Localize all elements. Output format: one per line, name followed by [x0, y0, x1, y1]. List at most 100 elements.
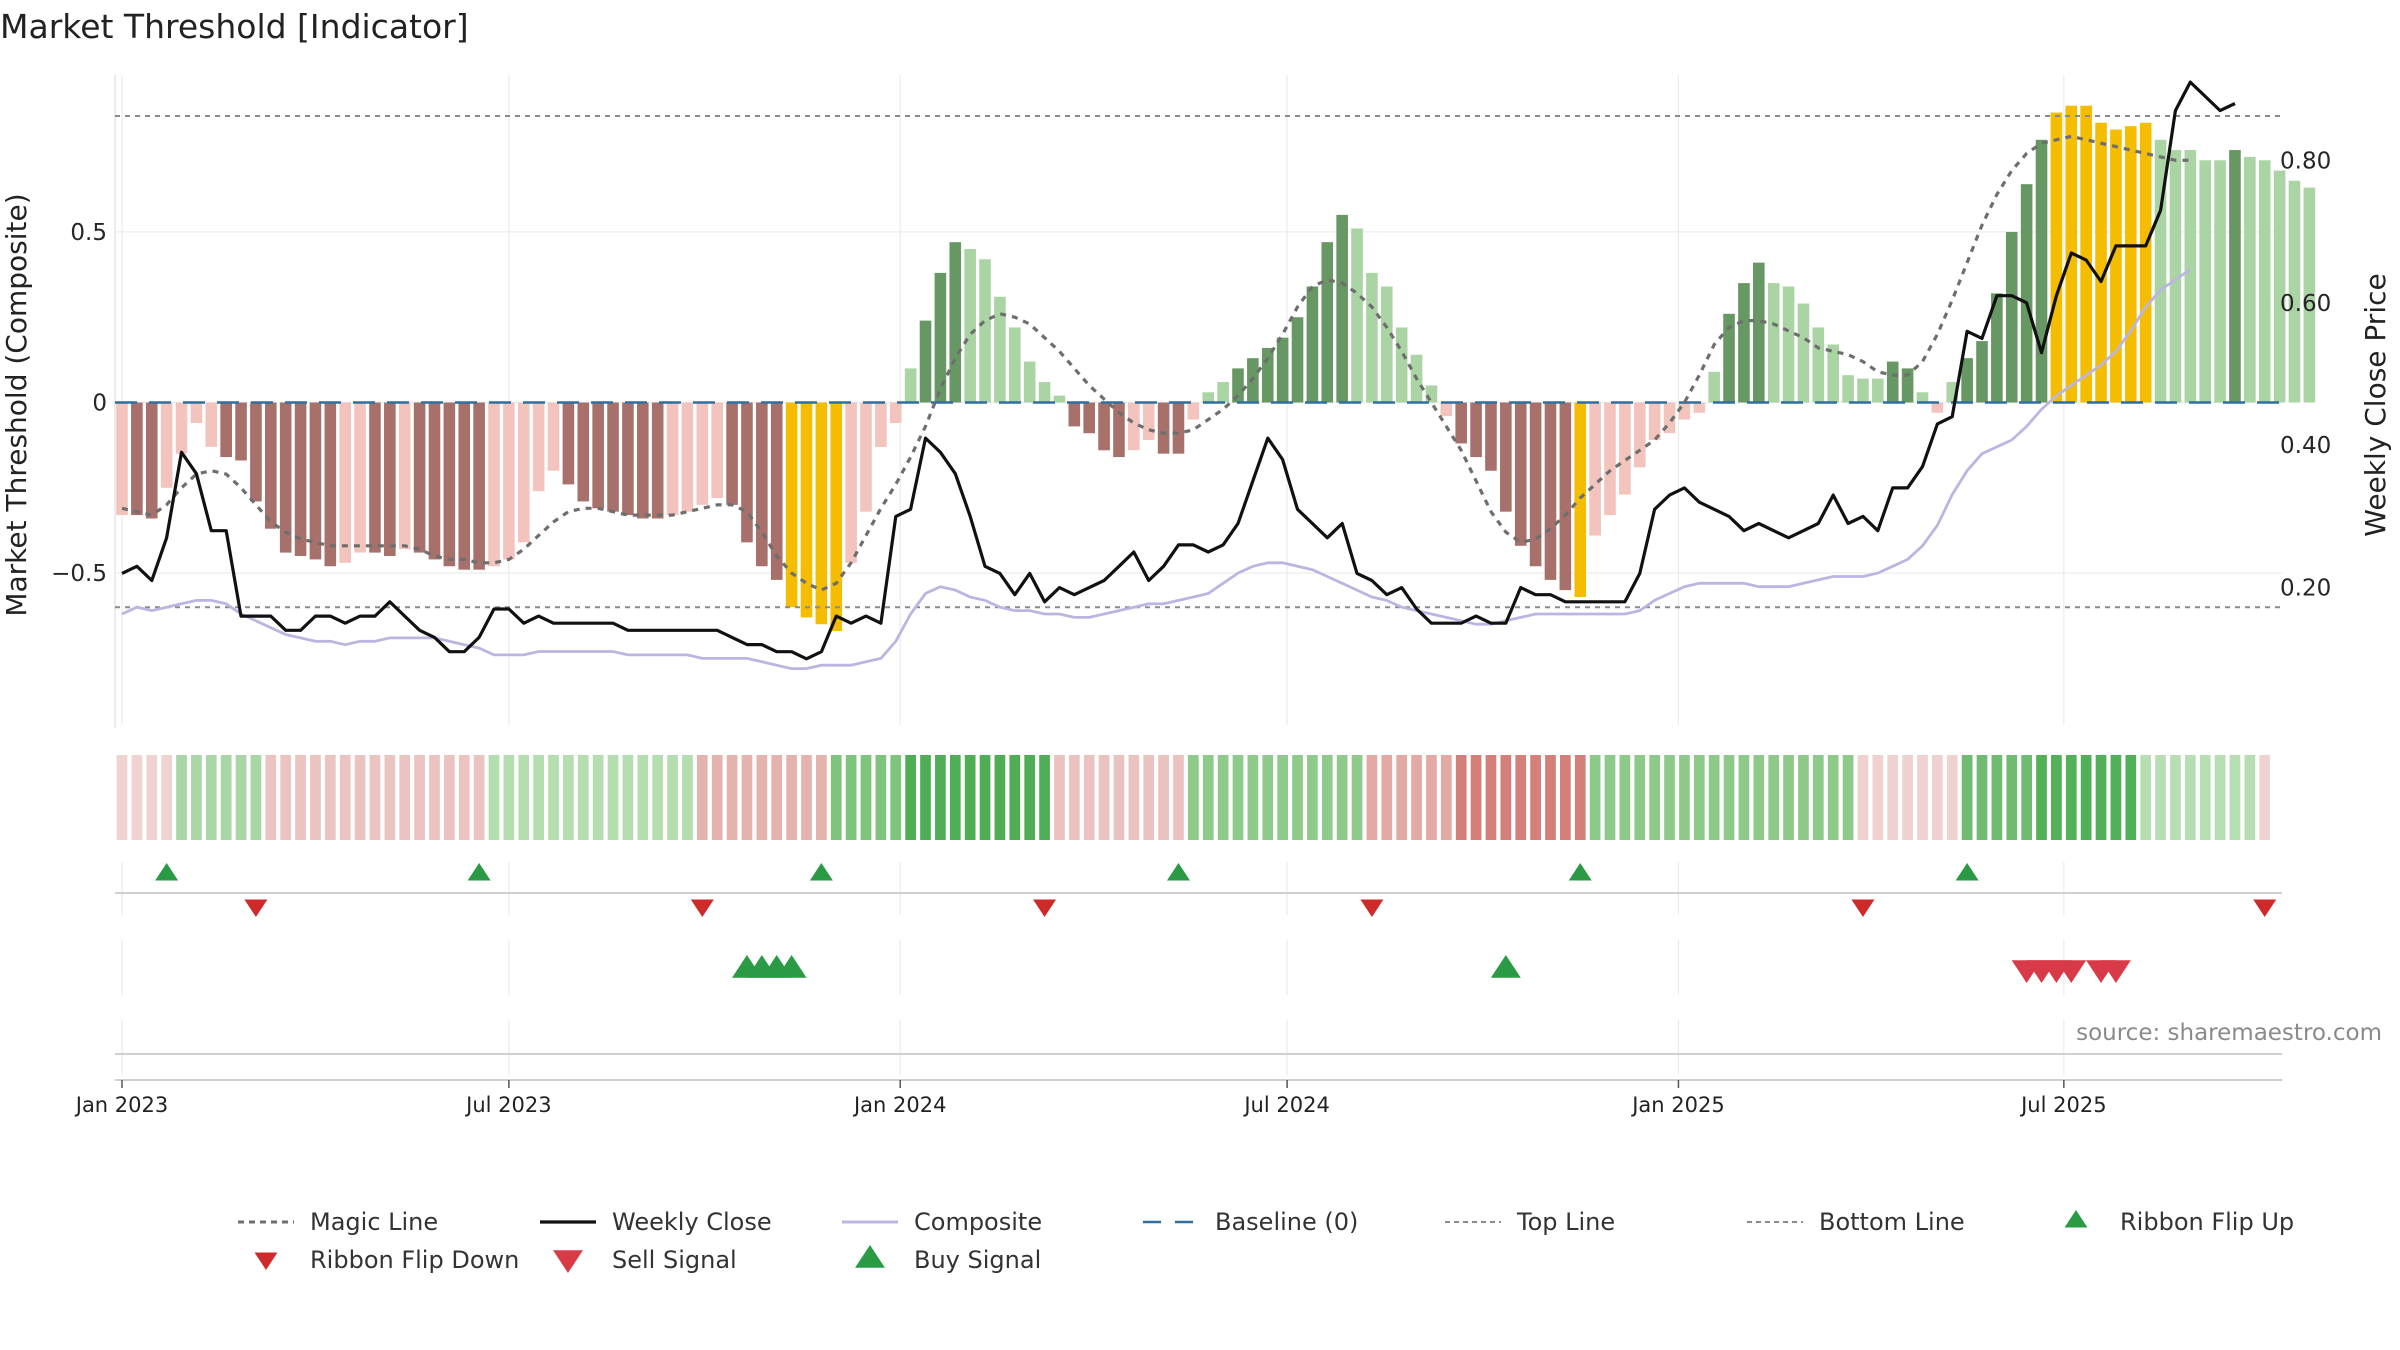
ribbon-cell — [2170, 755, 2181, 840]
composite-bar — [1455, 402, 1468, 444]
legend-swatch-sell — [553, 1250, 583, 1273]
sell-signal-marker — [2056, 960, 2087, 983]
composite-bar — [904, 368, 917, 403]
ribbon-cell — [1604, 755, 1616, 840]
ribbon-cell — [429, 755, 440, 840]
composite-bar — [473, 402, 485, 570]
ribbon-cell — [1113, 755, 1125, 840]
ribbon-cell — [771, 755, 783, 840]
composite-bar — [339, 402, 352, 563]
legend-item-close: Weekly Close — [540, 1208, 772, 1236]
composite-bar — [1991, 293, 2003, 403]
ribbon-cell — [399, 755, 411, 840]
ribbon-cell — [1902, 755, 1913, 840]
ribbon-cell — [161, 755, 172, 840]
ribbon-cell — [2036, 755, 2047, 840]
ribbon-cell — [1098, 755, 1110, 840]
ribbon-cell — [1753, 755, 1765, 840]
composite-bar — [1961, 358, 1973, 403]
ribbon-cell — [518, 755, 530, 840]
composite-bar — [250, 402, 262, 502]
composite-bar — [2050, 112, 2063, 403]
legend-label: Buy Signal — [914, 1246, 1041, 1274]
y2-axis-ticks: 0.80 0.60 0.40 0.20 — [2280, 148, 2331, 601]
y2-axis-label: Weekly Close Price — [2359, 273, 2392, 536]
legend-label: Ribbon Flip Up — [2120, 1208, 2294, 1236]
y2-tick-label: 0.80 — [2280, 148, 2331, 174]
ribbon-cell — [935, 755, 946, 840]
ribbon-cell — [860, 755, 872, 840]
ribbon-cell — [1932, 755, 1943, 840]
composite-bar — [1648, 402, 1661, 441]
legend: Magic Line Weekly Close Composite Baseline … — [238, 1208, 2294, 1274]
legend-label: Weekly Close — [612, 1208, 772, 1236]
ribbon-cell — [1589, 755, 1601, 840]
ribbon-cell — [1991, 755, 2003, 840]
composite-bar — [1306, 286, 1319, 403]
ribbon-cell — [369, 755, 381, 840]
ribbon-cell — [310, 755, 321, 840]
ribbon-cell — [444, 755, 455, 840]
ribbon-cell — [1009, 755, 1021, 840]
composite-bar — [2110, 129, 2122, 403]
ribbon-cell — [816, 755, 827, 840]
ribbon-cell — [1961, 755, 1973, 840]
y-tick-label: 0 — [92, 391, 107, 417]
chart-title: Market Threshold [Indicator] — [0, 7, 469, 46]
ribbon-cell — [563, 755, 574, 840]
composite-bar — [1485, 402, 1497, 471]
ribbon-cell — [265, 755, 277, 840]
ribbon-cell — [756, 755, 768, 840]
composite-bar — [369, 402, 381, 553]
ribbon-flip-up-marker — [809, 863, 833, 881]
composite-bar — [1291, 317, 1304, 403]
composite-bar — [2273, 170, 2286, 403]
ribbon-flip-up-marker — [1568, 863, 1592, 881]
composite-bar — [1723, 313, 1735, 403]
ribbon-cell — [1351, 755, 1363, 840]
x-tick-label: Jul 2023 — [464, 1093, 551, 1117]
ribbon-cell — [1381, 755, 1393, 840]
composite-bar — [1395, 327, 1408, 403]
ribbon-cell — [488, 755, 500, 840]
ribbon-cell — [726, 755, 738, 840]
ribbon-cell — [2214, 755, 2226, 840]
composite-bar — [1053, 395, 1066, 403]
composite-bar — [919, 320, 932, 403]
composite-bar — [2080, 105, 2092, 403]
composite-bar — [1619, 402, 1631, 495]
ribbon-cell — [384, 755, 396, 840]
x-tick-label: Jan 2025 — [1630, 1093, 1725, 1117]
ribbon-cell — [711, 755, 723, 840]
ribbon-cell — [1545, 755, 1556, 840]
ribbon-cell — [875, 755, 887, 840]
ribbon-cell — [2199, 755, 2211, 840]
y2-tick-label: 0.60 — [2280, 291, 2331, 317]
legend-label: Top Line — [1516, 1208, 1615, 1236]
ribbon-cell — [1634, 755, 1646, 840]
composite-bar — [517, 402, 530, 543]
composite-bar — [1366, 272, 1378, 403]
composite-bar — [696, 402, 709, 505]
ribbon-cell — [1827, 755, 1839, 840]
ribbon-cell — [1693, 755, 1705, 840]
ribbon-cell — [2006, 755, 2018, 840]
composite-bar — [1827, 344, 1840, 403]
composite-bar — [1157, 402, 1170, 454]
composite-bar — [2288, 180, 2301, 403]
composite-bar — [1976, 341, 1988, 403]
ribbon-cell — [2080, 755, 2092, 840]
ribbon-cell — [1440, 755, 1452, 840]
ribbon-cell — [2184, 755, 2196, 840]
ribbon-cell — [324, 755, 336, 840]
y-tick-label: 0.5 — [70, 220, 107, 246]
ribbon-cell — [1277, 755, 1288, 840]
ribbon-flip-up-marker — [467, 863, 491, 881]
composite-bar — [815, 402, 828, 625]
composite-bar — [1946, 382, 1959, 403]
legend-swatch-flip-down — [254, 1252, 278, 1270]
ribbon-cell — [994, 755, 1006, 840]
composite-bar — [2124, 126, 2137, 403]
x-tick-label: Jan 2024 — [852, 1093, 947, 1117]
